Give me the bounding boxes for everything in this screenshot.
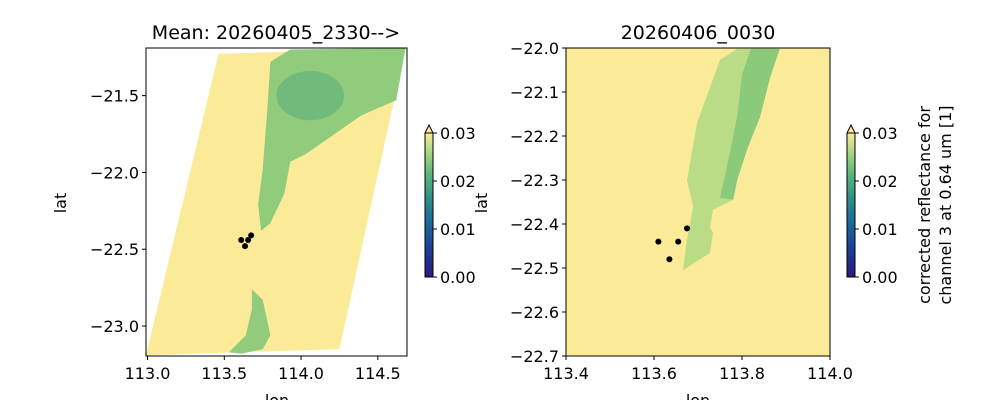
colorbar-tick-label: 0.01: [440, 220, 476, 239]
x-tick-label: 113.5: [201, 364, 247, 383]
colorbar-frame: [846, 133, 856, 278]
axes-frame: [145, 47, 408, 357]
darker-reflectance-core: [276, 71, 345, 121]
site-marker: [666, 256, 673, 263]
y-tick-label: −22.3: [510, 171, 559, 190]
y-tick-label: −22.0: [510, 39, 559, 58]
site-marker: [675, 238, 682, 245]
y-tick-label: −22.7: [510, 347, 559, 366]
colorbar-extend-arrow: [846, 123, 856, 134]
left-xlabel: lon: [265, 391, 289, 400]
colorbar-label-line1: corrected reflectance for: [915, 106, 934, 304]
left-axes: 113.0 113.5 114.0 114.5 −21.5 −22.0 −22.5 −23.0: [90, 47, 408, 383]
axes-frame: [565, 47, 831, 357]
y-tick-label: −21.5: [90, 87, 139, 106]
colorbar-tick-label: 0.03: [862, 124, 898, 143]
x-tick-label: 113.6: [631, 364, 677, 383]
right-map-plot: [566, 48, 830, 356]
y-tick-label: −22.6: [510, 303, 559, 322]
x-tick-label: 114.0: [807, 364, 853, 383]
x-tick-label: 113.8: [719, 364, 765, 383]
colorbar-frame: [424, 133, 434, 278]
low-reflectance-region: [720, 48, 780, 200]
x-tick-label: 113.4: [543, 364, 589, 383]
right-xlabel: lon: [686, 391, 710, 400]
site-marker: [245, 237, 252, 244]
colorbar-extend-arrow: [424, 123, 434, 134]
colorbar-gradient: [847, 133, 855, 277]
y-tick-label: −22.5: [90, 240, 139, 259]
site-marker: [684, 225, 690, 232]
colorbar-tick-label: 0.00: [440, 268, 476, 287]
colorbar-tick-label: 0.00: [862, 268, 898, 287]
x-tick-label: 113.0: [125, 364, 171, 383]
site-marker: [242, 243, 249, 250]
left-panel-title: Mean: 20260405_2330-->: [152, 22, 400, 44]
right-ylabel: lat: [472, 193, 491, 214]
y-tick-label: −22.1: [510, 83, 559, 102]
right-panel-title: 20260406_0030: [621, 22, 776, 44]
colorbar-tick-label: 0.02: [862, 172, 898, 191]
y-tick-label: −22.0: [90, 163, 139, 182]
site-marker: [655, 238, 662, 245]
y-tick-label: −22.4: [510, 215, 559, 234]
left-colorbar: 0.00 0.01 0.02 0.03: [424, 123, 476, 287]
x-tick-label: 114.0: [278, 364, 324, 383]
y-tick-label: −22.2: [510, 127, 559, 146]
right-colorbar: 0.00 0.01 0.02 0.03: [846, 123, 898, 287]
y-tick-label: −23.0: [90, 317, 139, 336]
low-reflectance-region: [228, 289, 271, 354]
right-axes: 113.4 113.6 113.8 114.0 −22.0 −22.1 −22.2 −22.3…: [510, 39, 853, 383]
colorbar-label-line2: channel 3 at 0.64 um [1]: [936, 105, 955, 304]
site-marker: [248, 232, 255, 239]
x-tick-label: 114.5: [355, 364, 401, 383]
colorbar-tick-label: 0.01: [862, 220, 898, 239]
y-tick-label: −22.5: [510, 259, 559, 278]
colorbar-tick-label: 0.02: [440, 172, 476, 191]
colorbar-tick-label: 0.03: [440, 124, 476, 143]
left-ylabel: lat: [51, 193, 70, 214]
colorbar-gradient: [425, 133, 433, 277]
site-marker: [238, 237, 245, 244]
left-map-plot: [146, 48, 406, 356]
